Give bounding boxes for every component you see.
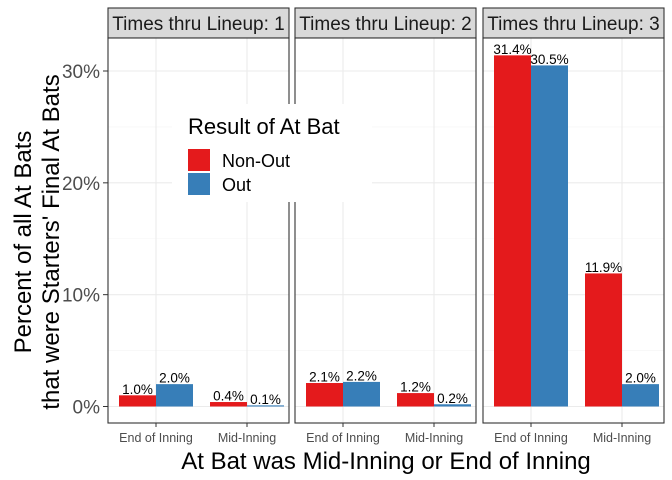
legend-label-non-out: Non-Out: [222, 151, 290, 171]
panel-background: [295, 38, 476, 423]
bar-non-out-mid-inning: [585, 273, 622, 407]
x-tick-label: End of Inning: [494, 431, 568, 445]
legend-key-non-out: [188, 149, 210, 171]
bar-value-label: 2.2%: [346, 368, 377, 383]
bar-non-out-mid-inning: [397, 393, 434, 407]
facet-panels: 0% 10% 20% 30% Times thru Lineup: 1 1.0% 2.0% E…: [62, 7, 665, 445]
bar-out-end-of-inning: [156, 384, 193, 407]
panel-border: [294, 37, 477, 424]
facet-panel-1: Times thru Lineup: 1 1.0% 2.0% End of Innin…: [107, 7, 290, 445]
bar-out-end-of-inning: [531, 65, 568, 407]
bar-value-label: 11.9%: [585, 260, 622, 275]
bar-out-end-of-inning: [343, 381, 380, 407]
legend: Result of At Bat Non-Out Out: [172, 104, 372, 202]
x-tick-label: Mid-Inning: [218, 431, 276, 445]
bar-value-label: 1.0%: [122, 382, 153, 397]
x-tick-label: Mid-Inning: [405, 431, 463, 445]
facet-strip-label: Times thru Lineup: 2: [299, 14, 472, 35]
bar-value-label: 1.2%: [400, 380, 431, 395]
x-tick-label: End of Inning: [306, 431, 380, 445]
bar-value-label: 0.4%: [213, 389, 244, 404]
bar-out-mid-inning: [247, 405, 284, 407]
legend-key-out: [188, 173, 210, 195]
y-tick-label: 0%: [73, 398, 101, 419]
panel-border: [482, 37, 665, 424]
facet-panel-3: Times thru Lineup: 3 31.4%30.5% End of Inn…: [482, 7, 665, 445]
bar-non-out-end-of-inning: [494, 55, 531, 407]
y-tick-label: 10%: [62, 286, 100, 307]
y-axis-title-line1: Percent of all At Bats: [10, 131, 37, 354]
y-tick-label: 30%: [62, 62, 100, 83]
bar-value-label: 31.4%: [493, 42, 531, 57]
bar-non-out-end-of-inning: [119, 395, 156, 407]
bar-non-out-mid-inning: [210, 402, 247, 407]
bar-value-label: 0.2%: [437, 391, 468, 406]
bar-value-label: 30.5%: [530, 52, 568, 67]
facet-strip: [482, 7, 665, 39]
legend-title: Result of At Bat: [188, 114, 340, 139]
x-tick-label: Mid-Inning: [593, 431, 651, 445]
panel-background: [108, 38, 289, 423]
facet-strip: [294, 7, 477, 39]
facet-strip: [107, 7, 290, 39]
facet-strip-label: Times thru Lineup: 3: [487, 14, 660, 35]
facet-strip-label: Times thru Lineup: 1: [112, 14, 285, 35]
bar-out-mid-inning: [434, 404, 471, 407]
panel-border: [107, 37, 290, 424]
x-tick-label: End of Inning: [119, 431, 193, 445]
bar-non-out-end-of-inning: [306, 383, 343, 407]
bar-value-label: 0.1%: [250, 392, 281, 407]
facet-panel-2: Times thru Lineup: 2 2.1% 2.2% End of Innin…: [294, 7, 477, 445]
bar-value-label: 2.0%: [159, 371, 190, 386]
y-axis-title-line2: that were Starters' Final At Bats: [38, 74, 65, 409]
x-axis-title: At Bat was Mid-Inning or End of Inning: [181, 448, 591, 475]
bar-out-mid-inning: [622, 384, 659, 407]
bar-value-label: 2.0%: [625, 371, 656, 386]
bar-value-label: 2.1%: [309, 370, 340, 385]
y-tick-label: 20%: [62, 174, 100, 195]
legend-label-out: Out: [222, 175, 251, 195]
